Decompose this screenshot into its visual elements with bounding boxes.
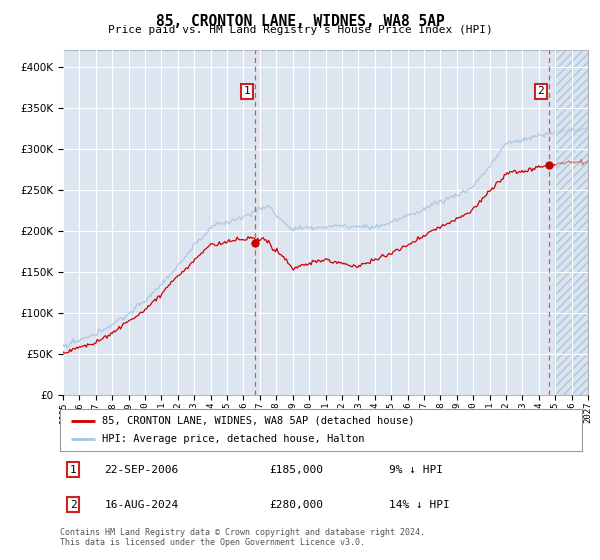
Text: HPI: Average price, detached house, Halton: HPI: Average price, detached house, Halt… (102, 434, 364, 444)
Text: 9% ↓ HPI: 9% ↓ HPI (389, 465, 443, 475)
Text: 16-AUG-2024: 16-AUG-2024 (104, 500, 179, 510)
Text: £185,000: £185,000 (269, 465, 323, 475)
Text: Price paid vs. HM Land Registry's House Price Index (HPI): Price paid vs. HM Land Registry's House … (107, 25, 493, 35)
Text: 1: 1 (244, 86, 251, 96)
Text: 85, CRONTON LANE, WIDNES, WA8 5AP: 85, CRONTON LANE, WIDNES, WA8 5AP (155, 14, 445, 29)
Text: 85, CRONTON LANE, WIDNES, WA8 5AP (detached house): 85, CRONTON LANE, WIDNES, WA8 5AP (detac… (102, 416, 414, 426)
Text: 22-SEP-2006: 22-SEP-2006 (104, 465, 179, 475)
Text: £280,000: £280,000 (269, 500, 323, 510)
Text: 2: 2 (70, 500, 76, 510)
Text: 14% ↓ HPI: 14% ↓ HPI (389, 500, 449, 510)
Text: 2: 2 (537, 86, 544, 96)
Text: 1: 1 (70, 465, 76, 475)
Text: Contains HM Land Registry data © Crown copyright and database right 2024.
This d: Contains HM Land Registry data © Crown c… (60, 528, 425, 547)
